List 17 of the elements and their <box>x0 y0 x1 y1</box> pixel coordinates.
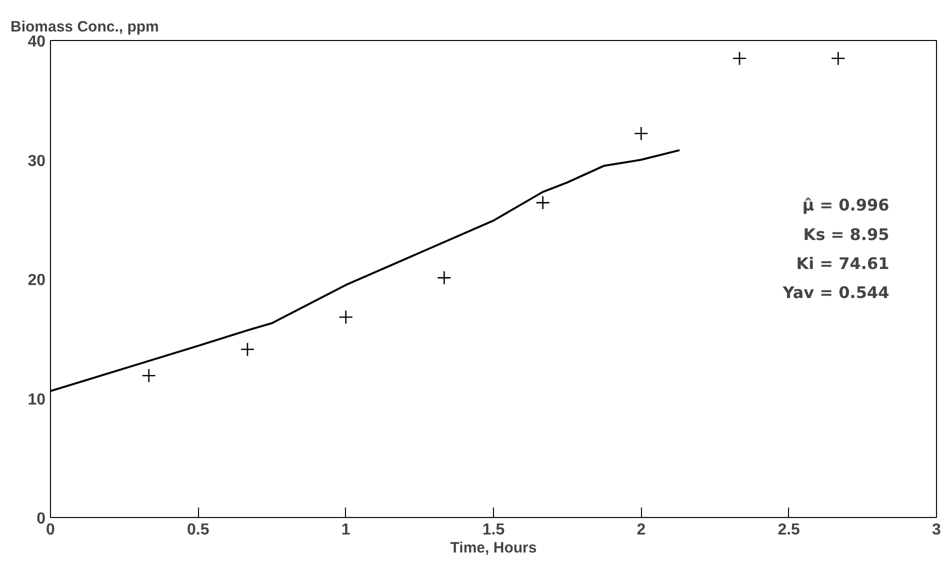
y-tick-label: 40 <box>28 34 46 50</box>
y-tick-label: 0 <box>36 510 46 528</box>
annotation: Ks = 8.95 <box>803 224 890 244</box>
annotation: Yav = 0.544 <box>782 283 890 302</box>
x-tick-label: 0.5 <box>187 522 210 538</box>
x-tick-label: 3 <box>932 522 942 538</box>
x-tick-label: 2 <box>636 522 646 538</box>
y-axis-title: Biomass Conc., ppm <box>10 18 159 36</box>
x-axis-title: Time, Hours <box>450 540 537 556</box>
annotation: Ki = 74.61 <box>796 254 890 273</box>
x-tick-label: 1 <box>341 522 350 538</box>
y-tick-label: 10 <box>28 391 46 408</box>
y-tick-label: 20 <box>28 272 46 289</box>
annotation: μ̂ = 0.996 <box>802 196 890 215</box>
x-tick-label: 2.5 <box>778 522 800 538</box>
y-tick-label: 30 <box>28 152 46 170</box>
x-tick-label: 1.5 <box>482 522 505 538</box>
